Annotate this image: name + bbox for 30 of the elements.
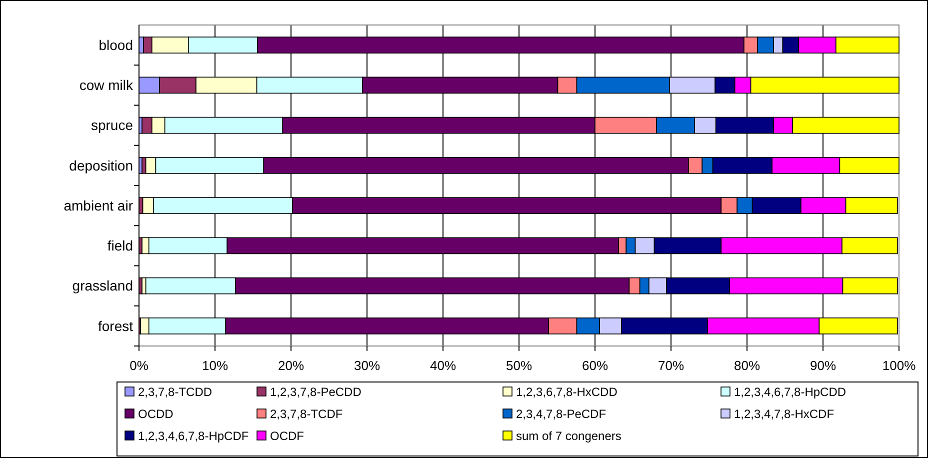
- x-tick-label: 100%: [882, 358, 916, 373]
- x-tick-label: 70%: [658, 358, 684, 373]
- y-tick-label: deposition: [69, 157, 133, 174]
- x-tick-label: 30%: [354, 358, 380, 373]
- x-tick-label: 40%: [430, 358, 456, 373]
- legend-label: 2,3,7,8-TCDD: [138, 385, 212, 400]
- legend-label: 1,2,3,7,8-PeCDD: [270, 385, 362, 400]
- legend-label: 1,2,3,4,6,7,8-HpCDD: [734, 385, 846, 400]
- legend-label: OCDD: [138, 407, 174, 422]
- y-tick-label: blood: [98, 36, 133, 53]
- legend-label: 1,2,3,6,7,8-HxCDD: [516, 385, 618, 400]
- y-tick-label: ambient air: [64, 197, 134, 214]
- y-tick-label: grassland: [72, 278, 133, 294]
- x-tick-label: 80%: [734, 358, 760, 373]
- y-tick-label: spruce: [90, 117, 134, 134]
- x-tick-label: 50%: [506, 358, 532, 373]
- x-tick-label: 60%: [582, 358, 608, 373]
- y-tick-label: forest: [98, 318, 134, 334]
- y-tick-label: field: [107, 238, 133, 254]
- legend-label: sum of 7 congeners: [516, 429, 622, 444]
- y-tick-label: cow milk: [79, 77, 134, 94]
- legend-label: 2,3,4,7,8-PeCDF: [516, 407, 606, 422]
- x-tick-label: 20%: [278, 358, 304, 373]
- legend-label: 1,2,3,4,7,8-HxCDF: [734, 407, 834, 422]
- x-tick-label: 90%: [810, 358, 836, 373]
- legend-label: 2,3,7,8-TCDF: [270, 407, 343, 422]
- x-tick-label: 0%: [130, 358, 149, 373]
- legend-label: OCDF: [270, 429, 304, 444]
- legend-label: 1,2,3,4,6,7,8-HpCDF: [138, 429, 249, 444]
- x-tick-label: 10%: [202, 358, 228, 373]
